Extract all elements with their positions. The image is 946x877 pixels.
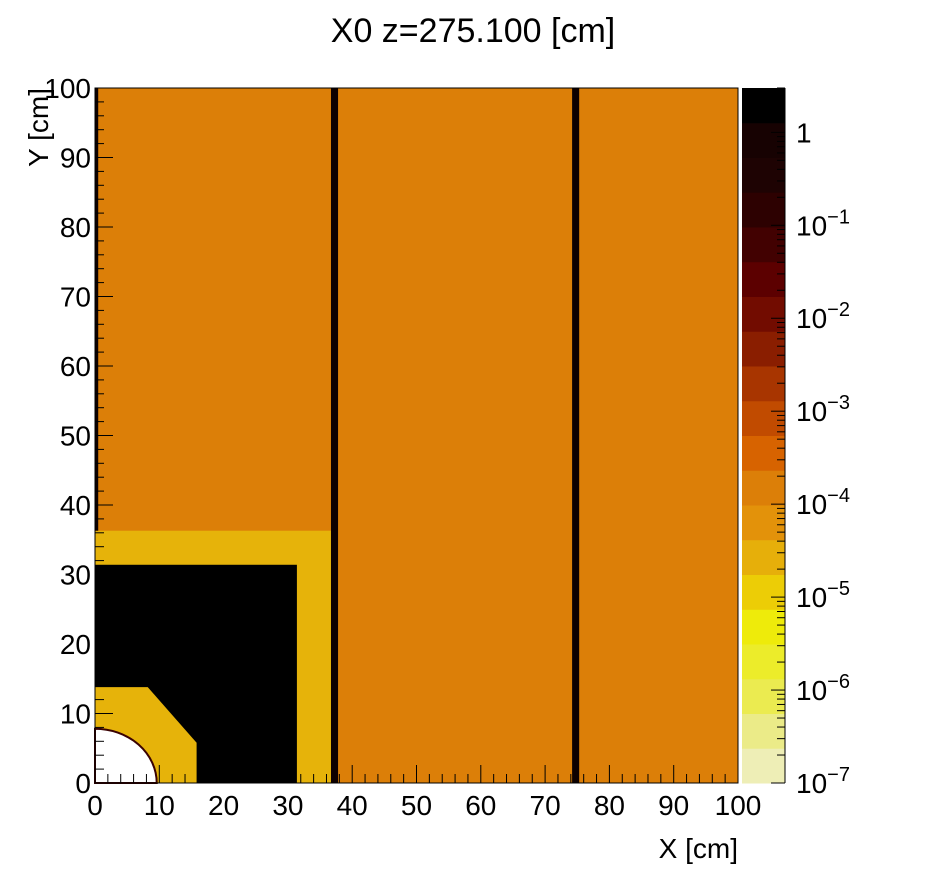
region-edge-strip: [95, 88, 99, 531]
chart-title: X0 z=275.100 [cm]: [331, 12, 615, 50]
y-axis-label: Y [cm]: [23, 88, 54, 167]
y-tick-label: 20: [60, 629, 91, 660]
palette-band: [742, 192, 785, 228]
plot-area: [94, 88, 738, 784]
palette-band: [742, 678, 785, 714]
palette-tick-label: 1: [796, 117, 812, 148]
palette-band: [742, 539, 785, 575]
x-tick-label: 70: [530, 790, 561, 821]
x-tick-label: 60: [465, 790, 496, 821]
x-tick-label: 90: [658, 790, 689, 821]
palette-band: [742, 88, 785, 124]
y-tick-label: 60: [60, 351, 91, 382]
y-tick-label: 80: [60, 212, 91, 243]
y-tick-label: 40: [60, 490, 91, 521]
palette-band: [742, 157, 785, 193]
palette-tick-label: 10−1: [796, 206, 850, 241]
region-wall-1: [330, 88, 339, 783]
axes: 0 10 20 30 40 50 60 70 80 90 100 0 10 20 30 40 50 60 70 80 9…: [44, 73, 761, 821]
y-tick-label: 0: [75, 768, 91, 799]
palette-tick-label: 10−6: [796, 671, 850, 706]
palette-band: [742, 435, 785, 471]
x-tick-label: 80: [594, 790, 625, 821]
palette-tick-label: 10−3: [796, 392, 850, 427]
palette-tick-label: 10−4: [796, 485, 850, 520]
y-tick-label: 50: [60, 421, 91, 452]
x-tick-label: 10: [144, 790, 175, 821]
palette-band: [742, 227, 785, 263]
x-tick-label: 20: [208, 790, 239, 821]
x-tick-label: 50: [401, 790, 432, 821]
palette-band: [742, 609, 785, 645]
x-tick-label: 100: [715, 790, 762, 821]
palette-band: [742, 713, 785, 749]
y-tick-label: 30: [60, 560, 91, 591]
x-tick-label: 40: [337, 790, 368, 821]
y-tick-label: 70: [60, 282, 91, 313]
palette-band: [742, 574, 785, 610]
region-beam-hole: [94, 727, 158, 784]
region-wall-2: [572, 88, 580, 783]
x-tick-label: 0: [87, 790, 103, 821]
y-tick-label: 90: [60, 143, 91, 174]
y-tick-label: 100: [44, 73, 91, 104]
color-palette: 10−7 10−6 10−5 10−4 10−3 10−2 10−1 1: [742, 87, 850, 799]
palette-band: [742, 748, 785, 784]
palette-band: [742, 470, 785, 506]
x-tick-label: 30: [272, 790, 303, 821]
palette-tick-label: 10−5: [796, 578, 850, 613]
palette-band: [742, 505, 785, 541]
palette-band: [742, 122, 785, 158]
palette-tick-label: 10−7: [796, 764, 850, 799]
x-axis-label: X [cm]: [659, 833, 738, 864]
palette-band: [742, 261, 785, 297]
palette-tick-label: 10−2: [796, 299, 850, 334]
palette-band: [742, 400, 785, 436]
palette-band: [742, 296, 785, 332]
y-tick-label: 10: [60, 699, 91, 730]
palette-band: [742, 331, 785, 367]
